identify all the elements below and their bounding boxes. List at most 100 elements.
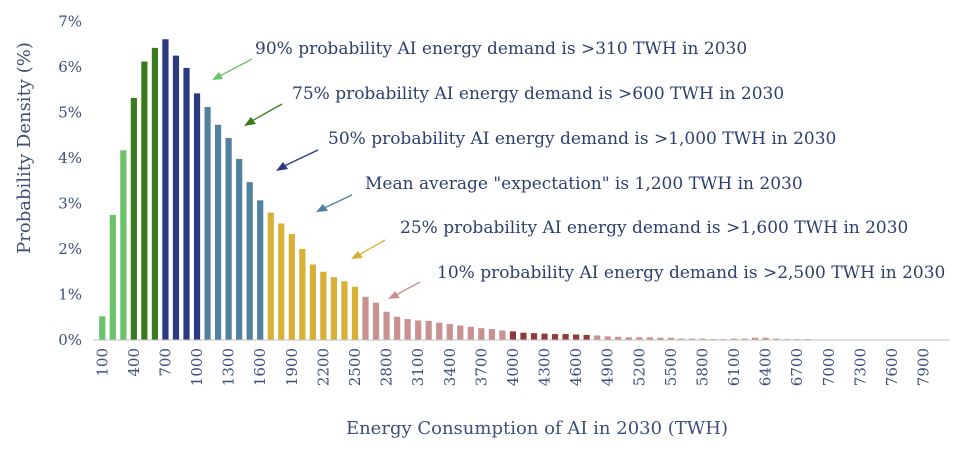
x-tick-label: 2800 [378, 348, 396, 386]
bar [299, 249, 306, 340]
annotation-arrowhead-mean [316, 204, 328, 212]
x-tick-label: 6400 [757, 348, 775, 386]
annotation-arrow-90 [217, 58, 253, 78]
x-tick-label: 700 [156, 348, 174, 377]
annotation-arrowhead-90 [212, 72, 223, 80]
bar [509, 331, 517, 340]
y-tick-label: 7% [58, 13, 82, 31]
bar [520, 332, 527, 340]
x-tick-label: 4000 [504, 348, 522, 386]
bar [288, 233, 295, 340]
x-tick-label: 1600 [251, 348, 269, 386]
bar [467, 326, 474, 340]
bar [436, 322, 443, 340]
x-tick-label: 3700 [472, 348, 490, 386]
x-tick-label: 4300 [536, 348, 554, 386]
annotations: 90% probability AI energy demand is >310… [212, 39, 945, 299]
bar [773, 338, 780, 340]
bar [499, 330, 506, 340]
x-tick-label: 4600 [567, 348, 585, 386]
x-tick-label: 5800 [694, 348, 712, 386]
bar [225, 137, 232, 340]
y-tick-label: 4% [58, 149, 82, 167]
bar [425, 320, 432, 340]
bar [457, 325, 464, 340]
x-tick-label: 4900 [599, 348, 617, 386]
bar [404, 319, 411, 340]
x-tick-label: 7900 [915, 348, 933, 386]
annotation-arrowhead-50 [276, 162, 288, 171]
bar [583, 335, 590, 340]
bar [667, 337, 674, 340]
annotation-90-percent: 90% probability AI energy demand is >310… [255, 39, 747, 59]
annotation-arrowhead-10 [388, 291, 400, 299]
bar [257, 200, 264, 340]
bar [488, 329, 495, 340]
x-tick-label: 6100 [725, 348, 743, 386]
x-tick-label: 2200 [314, 348, 332, 386]
bar [636, 337, 643, 340]
bar [594, 335, 601, 340]
annotation-arrowhead-75 [244, 117, 256, 126]
bar [193, 93, 201, 340]
y-tick-label: 6% [58, 58, 82, 76]
annotation-arrow-50 [281, 149, 319, 168]
bar [204, 107, 211, 340]
annotation-50-percent: 50% probability AI energy demand is >1,0… [328, 129, 836, 149]
bar [214, 124, 222, 340]
bar [657, 337, 664, 340]
bar [183, 67, 190, 340]
annotation-arrow-mean [321, 194, 353, 210]
x-tick-label: 1000 [188, 348, 206, 386]
x-tick-label: 400 [125, 348, 143, 377]
bar [541, 333, 548, 340]
x-tick-label: 6700 [788, 348, 806, 386]
bar [246, 182, 253, 340]
annotation-arrowhead-25 [351, 251, 363, 259]
bar [236, 158, 243, 340]
x-tick-label: 3400 [441, 348, 459, 386]
bar [351, 286, 359, 340]
annotation-arrow-25 [356, 239, 386, 257]
annotation-arrow-75 [249, 103, 283, 123]
y-tick-label: 5% [58, 104, 82, 122]
bar [109, 214, 116, 341]
x-tick-label: 7300 [851, 348, 869, 386]
bar [551, 334, 559, 340]
bar [415, 320, 422, 340]
x-axis: 100 400 700 1000 1300 1600 1900 2200 2500 2800 310… [93, 348, 932, 386]
bar [162, 39, 169, 340]
bar [383, 311, 390, 340]
bar [330, 277, 338, 340]
bar [372, 302, 380, 340]
x-tick-label: 7600 [883, 348, 901, 386]
bar [530, 333, 538, 340]
bar [309, 264, 316, 340]
annotation-25-percent: 25% probability AI energy demand is >1,6… [400, 218, 908, 238]
bar [320, 271, 327, 340]
bar [699, 338, 706, 340]
bar [604, 336, 611, 340]
bar [141, 61, 148, 340]
y-axis-title: Probability Density (%) [14, 42, 35, 254]
y-tick-label: 2% [58, 240, 82, 258]
bar [625, 337, 632, 340]
x-tick-label: 1900 [283, 348, 301, 386]
bar [752, 337, 759, 340]
bar [99, 316, 106, 340]
x-axis-title: Energy Consumption of AI in 2030 (TWH) [346, 418, 728, 439]
y-tick-label: 0% [58, 331, 82, 349]
bar [562, 334, 569, 340]
annotation-mean: Mean average "expectation" is 1,200 TWH … [365, 174, 803, 194]
bar [646, 337, 653, 340]
bar [130, 97, 137, 340]
bar [278, 223, 285, 340]
bar [120, 150, 127, 340]
x-tick-label: 1300 [220, 348, 238, 386]
bar [741, 338, 748, 340]
y-tick-label: 3% [58, 195, 82, 213]
x-tick-label: 2500 [346, 348, 364, 386]
x-tick-label: 7000 [820, 348, 838, 386]
bar [478, 328, 485, 340]
